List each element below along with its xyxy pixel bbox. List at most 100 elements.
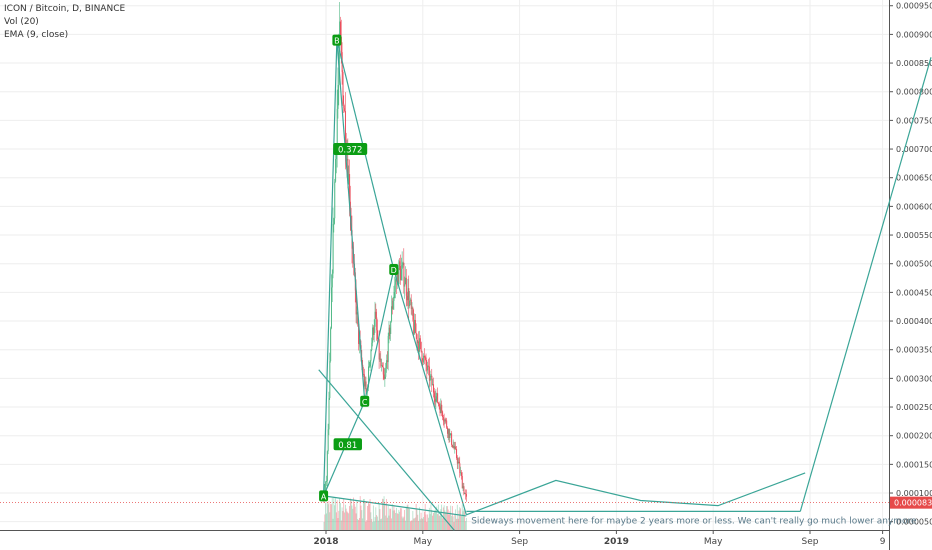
volume-bar [323,521,325,530]
candle-body [436,393,438,397]
volume-bar [438,515,440,530]
volume-bar [363,499,364,530]
candle-body [326,451,328,482]
pattern-leg-bc [336,40,366,402]
candle-body [327,429,329,452]
candle-body [426,365,428,371]
volume-bar [330,504,332,530]
volume-bar [383,496,385,530]
legend-volume[interactable]: Vol (20) [4,17,39,27]
volume-bar [331,498,333,530]
candle-body [391,306,393,322]
candle-body [386,360,388,369]
pattern-point-box [360,395,370,407]
legend-symbol[interactable]: ICON / Bitcoin, D, BINANCE [4,4,126,14]
time-tick-label: 2018 [313,537,338,547]
volume-bar [460,515,462,530]
candle-body [368,366,370,367]
pattern-point-label: B [334,37,340,46]
volume-bar [390,508,392,530]
volume-bar [340,520,342,530]
candle-body [419,338,421,342]
trend-line-descending [318,369,455,531]
candle-body [344,108,346,112]
volume-bar [458,510,460,530]
candle-body [346,158,348,161]
candle-body [420,341,422,352]
volume-bar [368,502,369,530]
candle-body [340,21,342,37]
candle-body [358,323,360,344]
candle-body [363,374,365,387]
candle-body [381,365,383,367]
volume-bar [336,500,338,530]
volume-bar [408,508,410,530]
volume-bar [356,501,358,530]
volume-bar [352,508,354,530]
volume-bar [427,514,429,530]
volume-bar [362,518,364,530]
candle-body [452,446,454,448]
candle-body [423,355,425,358]
candle-body [368,366,370,388]
volume-bar [375,507,377,530]
candle-body [457,461,459,464]
volume-bar [384,502,386,530]
candle-body [433,392,435,399]
volume-bar [391,518,392,530]
candle-body [461,475,463,489]
volume-bar [391,504,393,530]
candle-body [451,433,453,445]
candle-body [411,307,413,309]
volume-bar [342,511,344,530]
volume-bar [428,507,430,530]
volume-bar [403,516,405,530]
volume-bar [376,515,378,530]
volume-bar [324,514,326,530]
volume-bar [345,508,347,530]
volume-bar [339,497,341,530]
volume-bar [464,511,466,530]
volume-bar [440,509,442,530]
volume-bar [453,521,455,530]
candle-body [398,261,400,285]
candle-body [460,472,462,474]
volume-bar [433,512,434,530]
candle-body [456,457,458,464]
candle-body [356,312,358,315]
time-tick-label: Sep [511,537,528,547]
volume-bar [447,509,449,530]
candle-body [349,174,351,202]
volume-bar [354,506,356,530]
candle-body [409,299,411,301]
candle-body [348,174,350,185]
volume-bar [337,518,339,530]
volume-bar [397,513,399,530]
legend-ema[interactable]: EMA (9, close) [4,30,69,40]
volume-bar [421,518,423,530]
candle-body [374,311,376,327]
candle-body [391,306,393,309]
candle-body [390,321,392,334]
volume-bar [454,514,456,530]
volume-bar [409,521,411,530]
volume-bar [368,504,370,530]
volume-bar [364,502,366,530]
volume-bar [347,512,349,530]
candle-body [410,299,412,309]
candle-body [442,411,444,418]
pattern-point-label: A [321,492,327,501]
volume-bar [382,499,384,530]
candle-body [414,319,416,334]
candle-body [409,300,411,307]
